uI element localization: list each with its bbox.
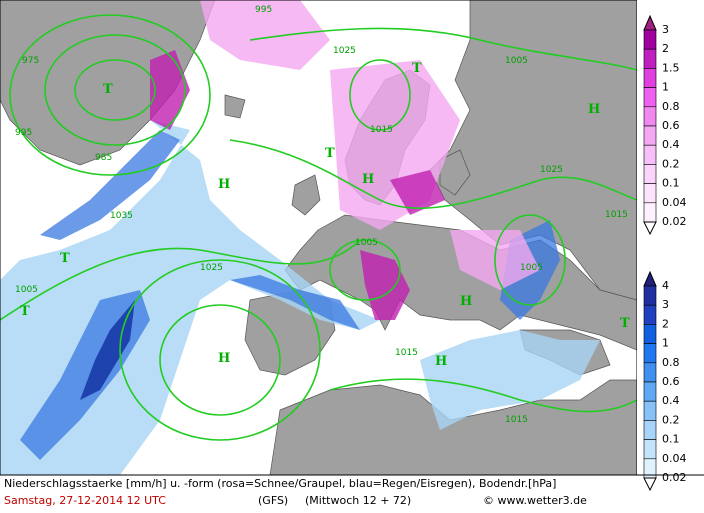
- rain-colorbar: 4 3 2 1 0.8 0.6 0.4 0.2 0.1 0.04 0.02: [643, 270, 687, 492]
- map-labels: T H H H H H H T T T T T 975 995 985 995 …: [15, 5, 630, 425]
- colorbar-step: [643, 304, 657, 325]
- isobar-label: 1015: [370, 125, 393, 135]
- footer-run: (Mittwoch 12 + 72): [305, 494, 411, 507]
- colorbar-step: [643, 439, 657, 460]
- colorbar-step: [643, 324, 657, 344]
- center-label: T: [103, 82, 113, 97]
- colorbar-label: 0.1: [662, 177, 680, 190]
- isobar-label: 1005: [15, 285, 38, 295]
- isobar-label: 1005: [505, 56, 528, 66]
- isobar-label: 1025: [333, 46, 356, 56]
- center-label: T: [325, 146, 335, 161]
- colorbar-label: 2: [662, 317, 669, 330]
- colorbar-arrow: [643, 221, 657, 236]
- colorbar-step: [643, 144, 657, 165]
- snow-colorbar: 3 2 1.5 1 0.8 0.6 0.4 0.2 0.1 0.04 0.02: [643, 14, 687, 236]
- center-label: T: [60, 251, 70, 266]
- colorbar-label: 0.8: [662, 356, 680, 369]
- colorbar-step: [643, 420, 657, 440]
- colorbar-step: [643, 106, 657, 127]
- colorbar-label: 3: [662, 23, 669, 36]
- isobar-label: 1035: [110, 211, 133, 221]
- colorbar-label: 4: [662, 279, 669, 292]
- colorbar-label: 0.6: [662, 119, 680, 132]
- center-label: H: [460, 294, 472, 309]
- colorbar-label: 0.04: [662, 452, 687, 465]
- colorbar-step: [643, 29, 657, 50]
- isobar-label: 1015: [395, 348, 418, 358]
- isobar-label: 1015: [605, 210, 628, 220]
- colorbar-label: 1: [662, 81, 669, 94]
- colorbar-label: 0.02: [662, 215, 687, 228]
- colorbar-step: [643, 285, 657, 306]
- center-label: H: [588, 102, 600, 117]
- colorbar-step: [643, 164, 657, 184]
- colorbar-step: [643, 362, 657, 383]
- isobar-label: 1025: [540, 165, 563, 175]
- colorbar-label: 0.2: [662, 157, 680, 170]
- isobar-label: 985: [95, 153, 112, 163]
- colorbar-label: 3: [662, 298, 669, 311]
- colorbar-label: 1.5: [662, 61, 680, 74]
- isobar-label: 1005: [355, 238, 378, 248]
- colorbar-step: [643, 48, 657, 69]
- colorbar-arrow: [643, 477, 657, 492]
- colorbar-label: 1: [662, 337, 669, 350]
- colorbar-label: 2: [662, 42, 669, 55]
- colorbar-step: [643, 381, 657, 402]
- colorbar-label: 0.4: [662, 138, 680, 151]
- colorbar-step: [643, 87, 657, 108]
- center-label: H: [435, 354, 447, 369]
- isobar-label: 975: [22, 56, 39, 66]
- isobar-label: 1025: [200, 263, 223, 273]
- footer-model: (GFS): [258, 494, 288, 507]
- colorbar-label: 0.4: [662, 394, 680, 407]
- isobar-label: 1005: [520, 263, 543, 273]
- colorbar-label: 0.6: [662, 375, 680, 388]
- isobars: [0, 14, 638, 441]
- colorbar-label: 0.1: [662, 433, 680, 446]
- center-label: T: [620, 316, 630, 331]
- colorbar-label: 0.8: [662, 100, 680, 113]
- colorbar-step: [643, 125, 657, 146]
- center-label: T: [412, 61, 422, 76]
- colorbar-step: [643, 343, 657, 364]
- colorbar-label: 0.04: [662, 196, 687, 209]
- footer-credit: © www.wetter3.de: [483, 494, 587, 507]
- colorbar-step: [643, 202, 657, 223]
- isobar-label: 995: [15, 128, 32, 138]
- colorbar-step: [643, 68, 657, 88]
- colorbar-label: 0.02: [662, 471, 687, 484]
- center-label: H: [218, 351, 230, 366]
- center-label: T: [20, 304, 30, 319]
- isobar-label: 1015: [505, 415, 528, 425]
- footer-date: Samstag, 27-12-2014 12 UTC: [4, 494, 166, 507]
- colorbar-step: [643, 400, 657, 421]
- colorbar-label: 0.2: [662, 413, 680, 426]
- colorbar-step: [643, 183, 657, 204]
- center-label: H: [218, 177, 230, 192]
- footer-caption: Niederschlagsstaerke [mm/h] u. -form (ro…: [4, 477, 556, 490]
- isobar-label: 995: [255, 5, 272, 15]
- center-label: H: [362, 172, 374, 187]
